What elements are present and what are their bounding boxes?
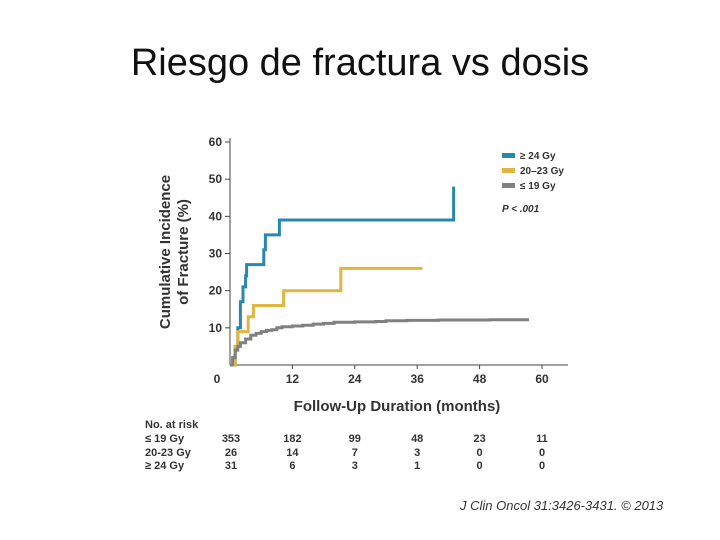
legend-label-2: 20–23 Gy bbox=[520, 166, 564, 177]
y-tick-label: 10 bbox=[209, 321, 223, 335]
risk-value: 3 bbox=[414, 446, 421, 459]
series-line-2 bbox=[230, 266, 423, 367]
x-axis-label: Follow-Up Duration (months) bbox=[294, 398, 501, 415]
y-tick-label: 50 bbox=[209, 172, 223, 186]
y-axis-label: Cumulative Incidence of Fracture (%) bbox=[157, 175, 192, 329]
risk-row: ≤ 19 Gy 353 182 99 48 23 11 bbox=[145, 433, 565, 446]
legend-swatch-1 bbox=[502, 153, 515, 158]
risk-row: ≥ 24 Gy 31 6 3 1 0 0 bbox=[145, 460, 565, 473]
risk-value: 6 bbox=[289, 460, 296, 472]
x-tick-label: 0 bbox=[214, 372, 221, 386]
legend: ≥ 24 Gy 20–23 Gy ≤ 19 Gy P < .001 bbox=[502, 151, 564, 215]
risk-value: 182 bbox=[283, 433, 302, 445]
risk-value: 48 bbox=[411, 433, 424, 445]
p-value-annotation: P < .001 bbox=[502, 204, 540, 215]
y-axis-label-line-1: Cumulative Incidence bbox=[157, 175, 174, 329]
x-tick-label: 60 bbox=[535, 372, 549, 386]
risk-value: 26 bbox=[224, 446, 238, 459]
axes: 10 20 30 40 50 60 0 12 24 36 48 60 Follow-Up Duratio… bbox=[157, 135, 568, 415]
risk-row: 20-23 Gy 26 14 7 3 0 0 bbox=[145, 447, 565, 460]
risk-value: 11 bbox=[536, 433, 548, 445]
series-line-3 bbox=[230, 318, 529, 367]
risk-row-label: 20-23 Gy bbox=[145, 446, 191, 459]
risk-row-label: ≤ 19 Gy bbox=[145, 433, 185, 445]
risk-value: 99 bbox=[348, 433, 361, 445]
legend-swatch-3 bbox=[502, 183, 515, 188]
risk-value: 0 bbox=[538, 446, 546, 459]
risk-value: 3 bbox=[351, 460, 358, 472]
y-tick-label: 30 bbox=[209, 247, 223, 261]
risk-value: 31 bbox=[224, 460, 238, 472]
series-layer bbox=[230, 186, 529, 367]
risk-value: 7 bbox=[351, 446, 358, 459]
y-tick-label: 60 bbox=[209, 135, 223, 149]
risk-row-label: ≥ 24 Gy bbox=[145, 460, 185, 472]
y-axis-label-line-2: of Fracture (%) bbox=[175, 199, 192, 305]
legend-swatch-2 bbox=[502, 168, 515, 173]
risk-value: 23 bbox=[473, 433, 486, 445]
legend-label-3: ≤ 19 Gy bbox=[520, 181, 556, 192]
risk-value: 0 bbox=[476, 446, 483, 459]
legend-label-1: ≥ 24 Gy bbox=[520, 151, 556, 162]
y-tick-label: 20 bbox=[209, 284, 223, 298]
risk-value: 0 bbox=[476, 460, 483, 472]
y-tick-label: 40 bbox=[209, 209, 223, 223]
risk-value: 0 bbox=[538, 460, 546, 472]
risk-value: 353 bbox=[221, 433, 241, 445]
risk-value: 1 bbox=[414, 460, 421, 472]
x-tick-label: 24 bbox=[348, 372, 362, 386]
x-tick-label: 36 bbox=[411, 372, 425, 386]
risk-value: 14 bbox=[286, 446, 299, 459]
slide-title: Riesgo de fractura vs dosis bbox=[130, 42, 590, 84]
x-tick-label: 48 bbox=[473, 372, 487, 386]
citation: J Clin Oncol 31:3426-3431. © 2013 bbox=[460, 498, 664, 513]
risk-table-header: No. at risk bbox=[145, 419, 199, 431]
x-tick-label: 12 bbox=[286, 372, 300, 386]
